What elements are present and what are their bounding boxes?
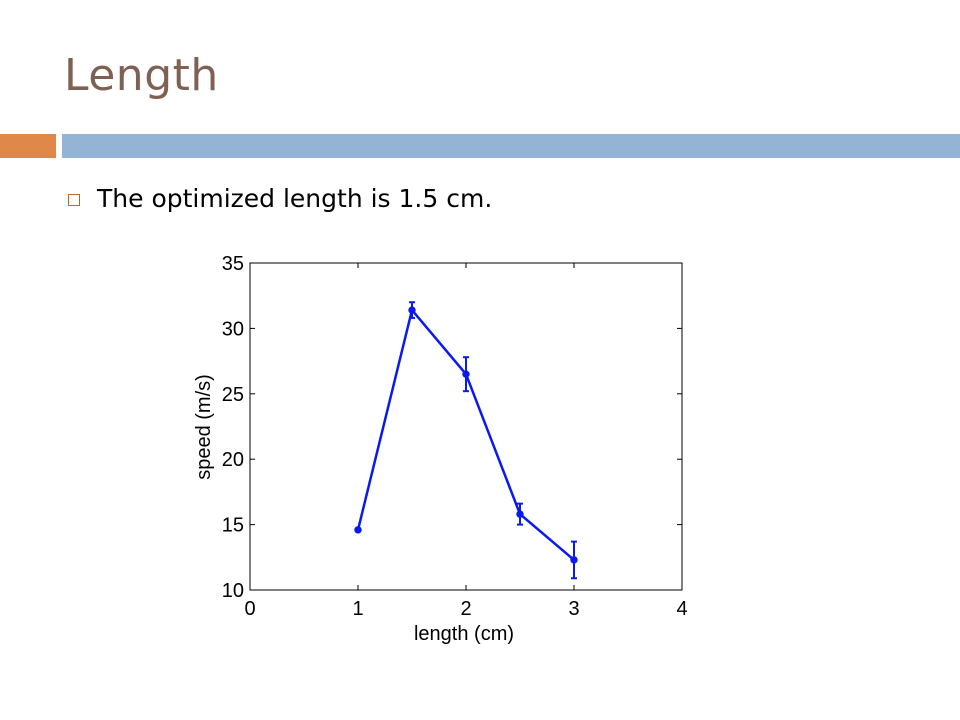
y-tick-label: 30 <box>222 318 244 340</box>
y-tick-label: 35 <box>222 253 244 275</box>
y-tick-label: 20 <box>222 449 244 471</box>
x-tick-label: 4 <box>676 598 687 620</box>
bullet-text: The optimized length is 1.5 cm. <box>97 183 493 213</box>
series-group <box>354 301 578 580</box>
y-tick-label: 25 <box>222 384 244 406</box>
data-point <box>408 306 416 314</box>
x-tick-label: 1 <box>352 598 363 620</box>
slide-title: Length <box>64 50 219 101</box>
bullet-item: The optimized length is 1.5 cm. <box>68 180 492 216</box>
y-axis-label: speed (m/s) <box>193 374 215 480</box>
data-point <box>570 556 578 564</box>
y-tick-label: 10 <box>222 580 244 602</box>
plot-area-frame <box>249 262 683 591</box>
square-bullet-icon <box>68 193 80 206</box>
title-divider-bar <box>62 134 960 158</box>
x-tick-label: 3 <box>568 598 579 620</box>
title-accent-bar <box>0 134 56 158</box>
x-tick-label: 2 <box>460 598 471 620</box>
x-tick-label: 0 <box>244 598 255 620</box>
data-point <box>516 510 524 518</box>
series-line <box>356 307 575 561</box>
data-point <box>462 370 470 378</box>
data-point <box>354 526 362 534</box>
y-tick-label: 15 <box>222 515 244 537</box>
x-axis-label: length (cm) <box>414 623 514 645</box>
axis-ticks: 0 1 2 3 4 10 15 20 25 30 35 <box>222 253 688 620</box>
